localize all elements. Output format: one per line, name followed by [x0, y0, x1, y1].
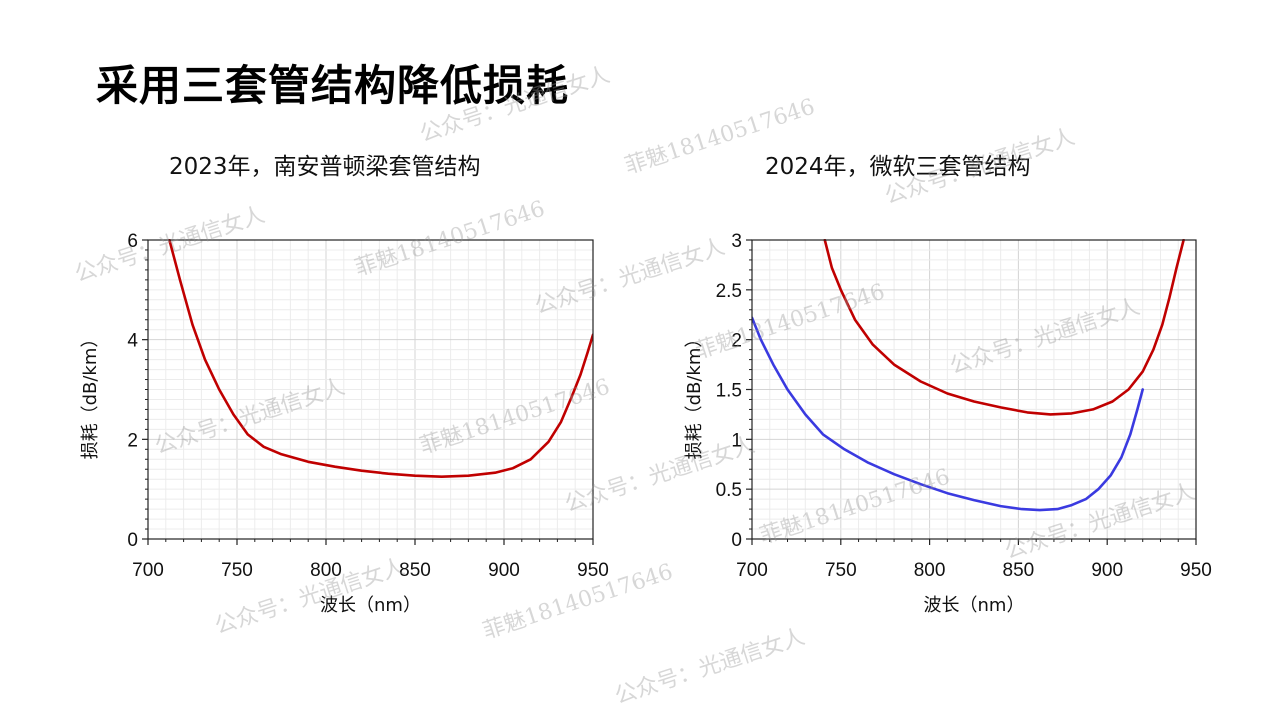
y-tick-label: 2.5 — [716, 281, 742, 302]
x-tick-label: 750 — [825, 560, 857, 581]
series-line-1 — [168, 239, 593, 478]
y-axis-label: 损耗（dB/km） — [684, 330, 705, 460]
x-tick-label: 850 — [399, 560, 431, 581]
x-tick-label: 800 — [310, 560, 342, 581]
x-tick-label: 850 — [1003, 560, 1035, 581]
grid — [148, 240, 593, 539]
y-tick-label: 6 — [127, 231, 138, 252]
y-tick-label: 4 — [127, 331, 138, 352]
y-tick-label: 2 — [127, 430, 138, 451]
series-line-1 — [823, 239, 1185, 416]
series-line-2 — [752, 316, 1144, 512]
x-axis-label: 波长（nm） — [320, 595, 421, 616]
x-tick-label: 800 — [914, 560, 946, 581]
x-tick-label: 900 — [1091, 560, 1123, 581]
y-tick-label: 0 — [127, 530, 138, 551]
x-tick-label: 950 — [577, 560, 609, 581]
y-tick-label: 2 — [731, 331, 742, 352]
y-tick-label: 0 — [731, 530, 742, 551]
x-axis-label: 波长（nm） — [924, 595, 1025, 616]
x-tick-label: 900 — [488, 560, 520, 581]
x-tick-label: 750 — [221, 560, 253, 581]
slide-title: 采用三套管结构降低损耗 — [96, 61, 570, 110]
x-tick-label: 950 — [1180, 560, 1212, 581]
y-tick-label: 0.5 — [716, 480, 742, 501]
x-tick-label: 700 — [132, 560, 164, 581]
y-tick-label: 1 — [731, 430, 742, 451]
chart-title-2024: 2024年，微软三套管结构 — [765, 154, 1031, 180]
chart-title-2023: 2023年，南安普顿梁套管结构 — [169, 154, 481, 180]
y-tick-label: 1.5 — [716, 381, 742, 402]
y-tick-label: 3 — [731, 231, 742, 252]
y-axis-label: 损耗（dB/km） — [80, 330, 101, 460]
x-tick-label: 700 — [736, 560, 768, 581]
